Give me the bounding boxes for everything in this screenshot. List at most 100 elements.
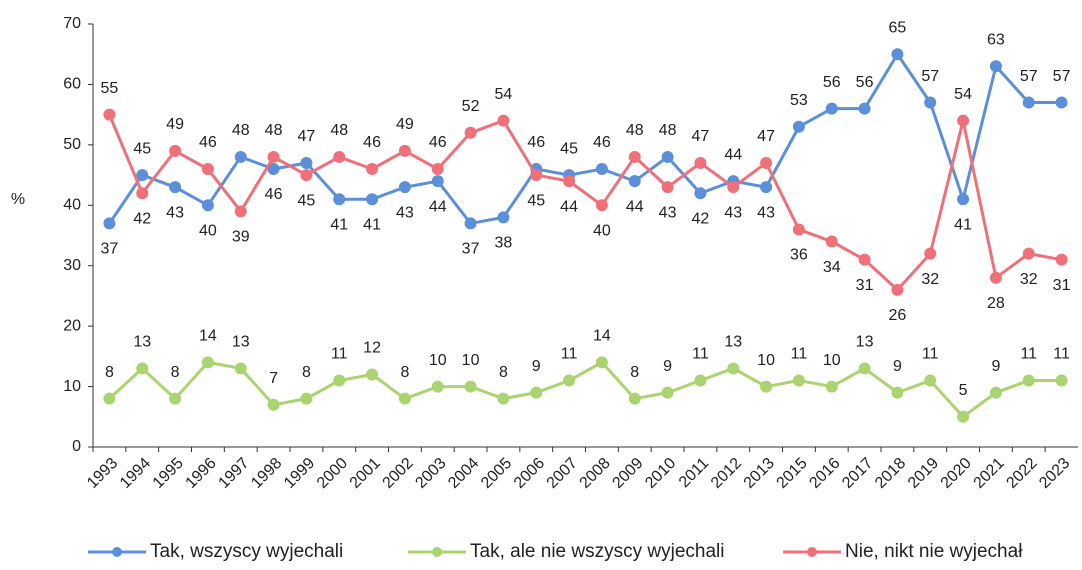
data-label: 44 <box>560 198 578 215</box>
x-tick-label: 2006 <box>511 455 548 492</box>
data-label: 36 <box>790 247 808 264</box>
y-tick-label: 10 <box>63 378 81 395</box>
data-label: 46 <box>363 134 381 151</box>
x-tick-label: 2023 <box>1036 455 1073 492</box>
data-point <box>333 150 346 163</box>
data-label: 10 <box>429 352 447 369</box>
data-point <box>924 374 937 387</box>
data-label: 10 <box>462 352 480 369</box>
series-line <box>108 114 1062 293</box>
data-label: 47 <box>757 128 775 145</box>
data-point <box>169 392 182 405</box>
data-label: 10 <box>757 352 775 369</box>
data-point <box>169 181 182 194</box>
data-label: 44 <box>429 198 447 215</box>
x-tick-label: 2010 <box>642 455 679 492</box>
data-label: 57 <box>1020 68 1038 85</box>
data-point <box>595 199 608 212</box>
data-point <box>989 60 1002 73</box>
x-tick-label: 2016 <box>806 455 843 492</box>
legend-label: Tak, wszyscy wyjechali <box>150 541 343 562</box>
data-point <box>464 380 477 393</box>
x-tick-label: 1997 <box>215 455 252 492</box>
x-tick-label: 2002 <box>380 455 417 492</box>
data-label: 9 <box>991 358 1000 375</box>
data-label: 47 <box>298 128 316 145</box>
data-label: 13 <box>133 334 151 351</box>
x-tick-label: 2005 <box>478 455 515 492</box>
data-label: 52 <box>462 98 480 115</box>
x-tick-label: 2015 <box>774 455 811 492</box>
x-tick-label: 2012 <box>708 455 745 492</box>
data-point <box>661 150 674 163</box>
data-point <box>464 217 477 230</box>
data-point <box>924 247 937 260</box>
data-point <box>563 374 576 387</box>
data-label: 41 <box>330 216 348 233</box>
data-point <box>727 181 740 194</box>
data-label: 63 <box>987 32 1005 49</box>
data-point <box>497 211 510 224</box>
x-tick-label: 2019 <box>905 455 942 492</box>
data-label: 9 <box>893 358 902 375</box>
data-point <box>628 175 641 188</box>
data-point <box>267 163 280 176</box>
data-point <box>989 386 1002 399</box>
data-point <box>234 362 247 375</box>
data-point <box>792 374 805 387</box>
y-tick-label: 0 <box>72 438 81 455</box>
data-label: 28 <box>987 295 1005 312</box>
data-label: 9 <box>532 358 541 375</box>
x-tick-label: 2008 <box>577 455 614 492</box>
data-label: 65 <box>889 19 907 36</box>
data-label: 37 <box>462 241 480 258</box>
x-tick-label: 2021 <box>971 455 1008 492</box>
data-label: 55 <box>101 80 119 97</box>
data-label: 13 <box>232 334 250 351</box>
data-point <box>858 362 871 375</box>
data-label: 56 <box>823 74 841 91</box>
legend-label: Nie, nikt nie wyjechał <box>845 541 1023 562</box>
y-tick-label: 30 <box>63 257 81 274</box>
data-label: 45 <box>298 192 316 209</box>
data-label: 14 <box>199 328 217 345</box>
data-point <box>366 163 379 176</box>
data-point <box>825 380 838 393</box>
data-point <box>497 392 510 405</box>
data-point <box>333 374 346 387</box>
data-point <box>300 156 313 169</box>
data-label: 13 <box>856 334 874 351</box>
data-point <box>234 205 247 218</box>
data-label: 46 <box>527 134 545 151</box>
x-tick-label: 1996 <box>183 455 220 492</box>
legend-label: Tak, ale nie wszyscy wyjechali <box>470 541 724 562</box>
data-label: 32 <box>1020 271 1038 288</box>
data-label: 9 <box>663 358 672 375</box>
data-point <box>431 175 444 188</box>
data-point <box>858 102 871 115</box>
data-label: 57 <box>921 68 939 85</box>
data-label: 31 <box>1053 277 1071 294</box>
data-label: 7 <box>269 370 278 387</box>
data-label: 13 <box>724 334 742 351</box>
data-label: 54 <box>495 86 513 103</box>
legend-marker <box>807 547 817 557</box>
data-point <box>530 169 543 182</box>
y-tick-label: 60 <box>63 76 81 93</box>
data-point <box>957 410 970 423</box>
data-label: 11 <box>1020 346 1037 363</box>
data-point <box>891 48 904 61</box>
data-point <box>201 199 214 212</box>
data-label: 41 <box>954 216 972 233</box>
data-point <box>760 380 773 393</box>
data-point <box>530 386 543 399</box>
data-label: 37 <box>101 241 119 258</box>
data-point <box>1055 374 1068 387</box>
data-point <box>792 223 805 236</box>
data-point <box>366 193 379 206</box>
data-label: 46 <box>429 134 447 151</box>
data-label: 11 <box>331 346 348 363</box>
data-label: 44 <box>724 146 742 163</box>
data-point <box>595 163 608 176</box>
data-point <box>267 398 280 411</box>
